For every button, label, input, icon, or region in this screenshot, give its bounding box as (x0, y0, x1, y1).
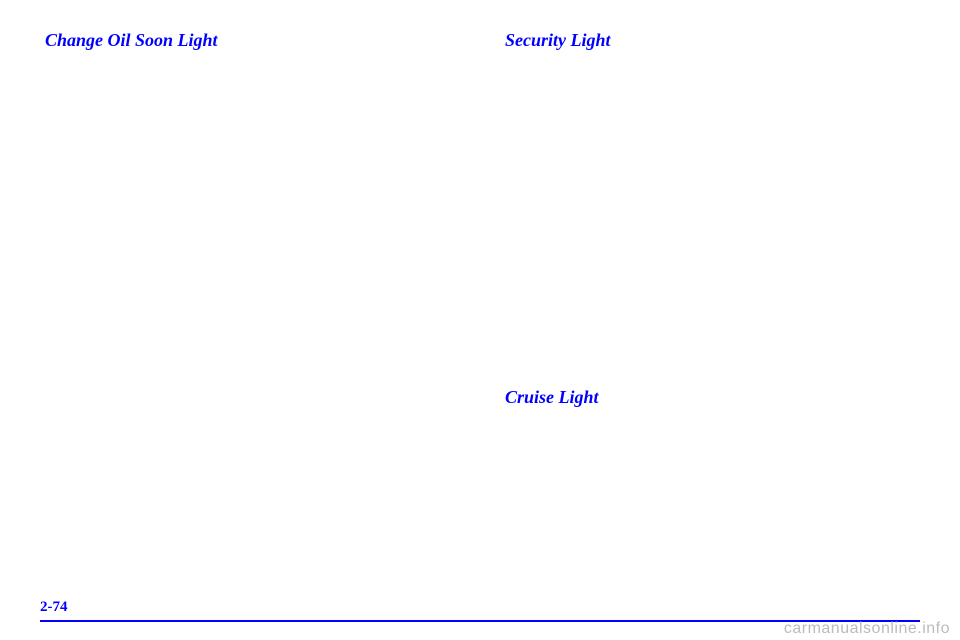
heading-change-oil: Change Oil Soon Light (45, 30, 455, 51)
manual-page: Change Oil Soon Light Security Light Cru… (0, 0, 960, 640)
watermark-text: carmanualsonline.info (784, 620, 950, 638)
page-number: 2-74 (40, 599, 920, 616)
page-footer: 2-74 (40, 599, 920, 622)
heading-security-light: Security Light (505, 30, 915, 51)
heading-cruise-light: Cruise Light (505, 387, 915, 408)
left-column: Change Oil Soon Light (45, 30, 455, 580)
spacer (505, 57, 915, 357)
right-column: Security Light Cruise Light (505, 30, 915, 580)
two-column-layout: Change Oil Soon Light Security Light Cru… (45, 30, 915, 580)
